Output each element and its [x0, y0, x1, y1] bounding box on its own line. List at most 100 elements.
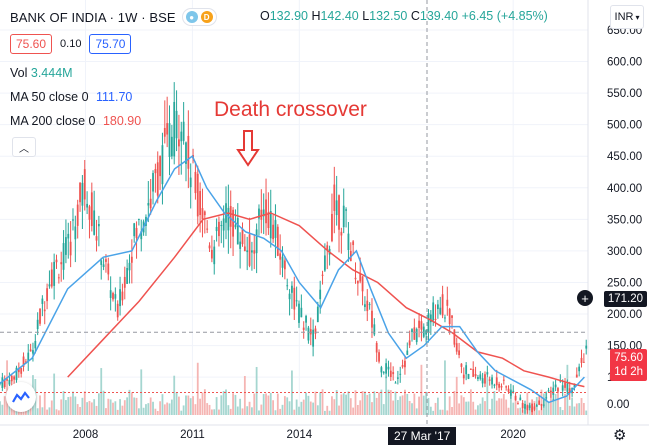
volume-bar: [69, 396, 72, 415]
candle-body: [411, 329, 413, 333]
volume-bar: [451, 407, 453, 415]
candle-body: [253, 250, 256, 254]
volume-bar: [366, 394, 369, 415]
volume-bar: [425, 391, 428, 415]
collapse-legend-button[interactable]: ︿: [12, 137, 36, 157]
volume-bar: [262, 394, 265, 415]
buy-button[interactable]: 75.70: [89, 34, 132, 54]
candle-body: [564, 382, 566, 388]
candle-body: [39, 308, 41, 324]
candle-body: [248, 234, 251, 266]
candle-body: [121, 291, 124, 301]
symbol-title[interactable]: BANK OF INDIA · 1W · BSE: [10, 9, 176, 25]
volume-bar: [378, 392, 380, 415]
candle-body: [218, 221, 220, 237]
candle-body: [152, 173, 154, 192]
last-price-value: 75.60: [614, 352, 643, 364]
eye-icon[interactable]: ●: [185, 11, 198, 23]
candle-body: [83, 169, 86, 200]
volume-bar: [239, 398, 242, 415]
volume-bar: [429, 406, 432, 415]
volume-bar: [206, 403, 209, 415]
candle-body: [312, 329, 315, 347]
add-alert-button[interactable]: +: [577, 290, 593, 306]
volume-bar: [505, 399, 508, 415]
vol-value: 3.444M: [30, 66, 73, 80]
candle-body: [46, 288, 48, 302]
volume-bar: [43, 392, 46, 415]
candle-body: [554, 384, 557, 388]
candle-body: [557, 388, 559, 392]
candle-body: [24, 361, 27, 363]
ma200-legend[interactable]: MA 200 close 0 180.90: [10, 114, 141, 128]
chevron-down-icon: ▾: [635, 12, 640, 22]
gear-icon[interactable]: ⚙: [613, 427, 627, 444]
candle-body: [279, 253, 282, 260]
volume-bar: [255, 366, 258, 415]
volume-bar: [472, 401, 475, 415]
candle-body: [578, 366, 581, 372]
ohlc-readout: O132.90 H142.40 L132.50 C139.40 +6.45 (+…: [260, 9, 548, 23]
price-tick-label: 550.00: [607, 88, 642, 100]
death-crossover-annotation[interactable]: Death crossover: [214, 98, 367, 121]
currency-selector[interactable]: INR ▾: [610, 5, 644, 29]
candle-body: [295, 300, 298, 302]
volume-bar: [585, 410, 588, 415]
volume-bar: [291, 370, 293, 415]
candle-body: [27, 352, 30, 362]
ma200-label: MA 200 close 0: [10, 114, 96, 128]
candle-body: [53, 261, 56, 286]
candle-body: [573, 385, 576, 388]
candle-body: [580, 357, 583, 363]
volume-bar: [267, 395, 270, 415]
time-axis[interactable]: 2008 2011 2014 2020: [73, 429, 526, 441]
candle-body: [316, 306, 319, 323]
ma200-line: [67, 212, 585, 388]
visibility-pill[interactable]: ● D: [181, 8, 217, 26]
candle-body: [469, 368, 472, 370]
candle-body: [333, 184, 336, 211]
candle-body: [34, 341, 37, 349]
volume-bar: [422, 395, 425, 415]
candle-body: [512, 390, 515, 392]
volume-bar: [149, 397, 152, 415]
volume-bar: [396, 400, 399, 415]
volume-bar: [203, 389, 206, 415]
candle-body: [156, 162, 159, 196]
candle-body: [88, 206, 91, 220]
volume-indicator-legend[interactable]: Vol 3.444M: [10, 66, 73, 80]
candle-body: [359, 274, 362, 282]
volume-bar: [394, 391, 397, 415]
volume-bar: [444, 360, 446, 415]
volume-bar: [50, 400, 53, 415]
volume-bar: [185, 395, 187, 415]
price-tick-label: 350.00: [607, 214, 642, 226]
d-badge[interactable]: D: [200, 11, 213, 23]
sell-button[interactable]: 75.60: [10, 34, 53, 54]
volume-bar: [170, 399, 173, 415]
volume-bar: [243, 375, 246, 415]
candle-body: [128, 262, 131, 271]
volume-bar: [512, 402, 515, 415]
tradingview-logo[interactable]: [6, 382, 36, 412]
ma50-legend[interactable]: MA 50 close 0 111.70: [10, 90, 132, 104]
candle-body: [415, 328, 418, 343]
candle-body: [582, 361, 585, 363]
chart-header: BANK OF INDIA · 1W · BSE ● D: [10, 8, 217, 26]
candle-body: [267, 212, 270, 229]
time-tick-label: 2020: [500, 429, 526, 441]
volume-bar: [559, 406, 562, 415]
volume-bar: [175, 392, 178, 415]
candle-body: [185, 142, 187, 164]
volume-bar: [328, 410, 331, 415]
volume-bar: [130, 392, 133, 415]
volume-bar: [399, 396, 402, 415]
candle-body: [298, 303, 300, 323]
candle-body: [396, 377, 399, 379]
candle-body: [302, 327, 305, 330]
candle-body: [340, 231, 343, 236]
candle-body: [448, 308, 451, 325]
volume-bar: [392, 400, 395, 415]
candle-body: [300, 307, 303, 318]
